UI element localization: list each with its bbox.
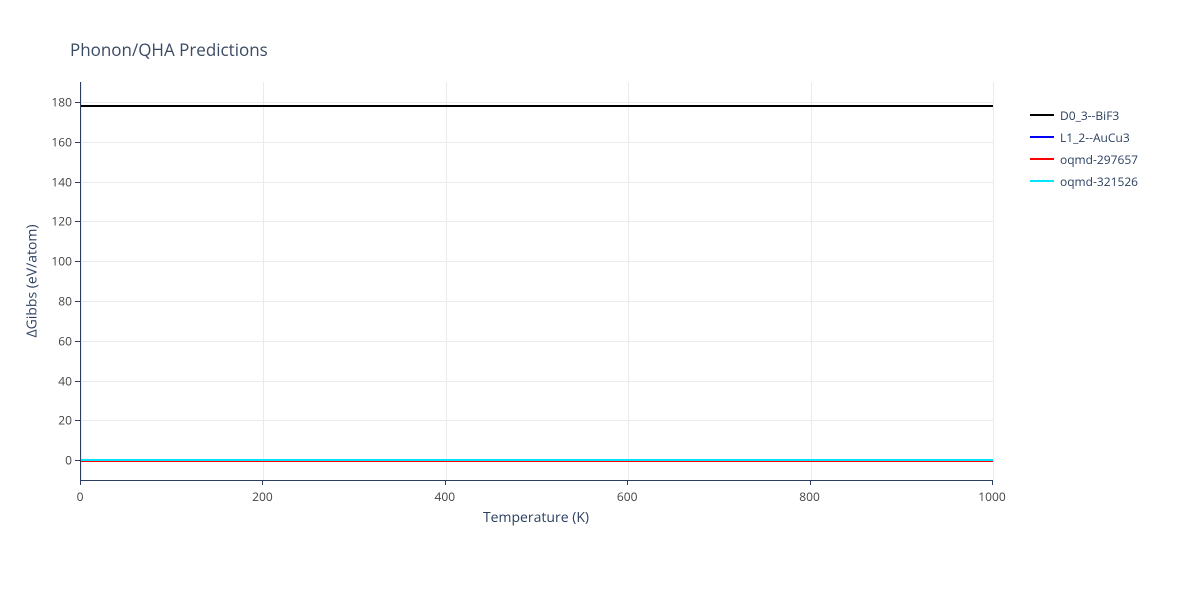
chart-container: Phonon/QHA Predictions Temperature (K) Δ…: [0, 0, 1200, 600]
y-tick-mark: [75, 381, 80, 382]
y-tick-mark: [75, 142, 80, 143]
legend-swatch: [1030, 158, 1054, 160]
y-tick-label: 100: [51, 253, 72, 270]
series-line-d0_3_bif3: [81, 105, 993, 107]
legend: D0_3--BiF3 L1_2--AuCu3 oqmd-297657 oqmd-321…: [1030, 106, 1138, 194]
y-tick-label: 40: [58, 372, 72, 389]
y-gridline: [81, 341, 993, 342]
x-tick-label: 1000: [978, 488, 1005, 505]
y-gridline: [81, 182, 993, 183]
y-gridline: [81, 381, 993, 382]
x-gridline: [993, 82, 994, 480]
y-tick-mark: [75, 102, 80, 103]
legend-item-l1_2_aucu3[interactable]: L1_2--AuCu3: [1030, 128, 1138, 146]
legend-label: oqmd-297657: [1060, 151, 1138, 168]
y-axis-label: ΔGibbs (eV/atom): [23, 224, 42, 337]
y-tick-label: 180: [51, 93, 72, 110]
y-tick-label: 20: [58, 412, 72, 429]
y-tick-label: 60: [58, 332, 72, 349]
legend-item-d0_3_bif3[interactable]: D0_3--BiF3: [1030, 106, 1138, 124]
legend-swatch: [1030, 180, 1054, 182]
y-gridline: [81, 420, 993, 421]
y-gridline: [81, 301, 993, 302]
y-tick-mark: [75, 182, 80, 183]
x-tick-mark: [992, 480, 993, 485]
x-tick-label: 0: [77, 488, 84, 505]
y-tick-mark: [75, 420, 80, 421]
y-tick-label: 140: [51, 173, 72, 190]
x-tick-mark: [262, 480, 263, 485]
legend-item-oqmd_321526[interactable]: oqmd-321526: [1030, 172, 1138, 190]
x-tick-label: 800: [799, 488, 820, 505]
x-tick-mark: [445, 480, 446, 485]
y-gridline: [81, 261, 993, 262]
y-tick-label: 160: [51, 133, 72, 150]
y-tick-mark: [75, 301, 80, 302]
legend-label: D0_3--BiF3: [1060, 107, 1119, 124]
x-tick-mark: [627, 480, 628, 485]
legend-item-oqmd_297657[interactable]: oqmd-297657: [1030, 150, 1138, 168]
x-tick-mark: [80, 480, 81, 485]
legend-swatch: [1030, 136, 1054, 138]
x-tick-mark: [810, 480, 811, 485]
legend-label: oqmd-321526: [1060, 173, 1138, 190]
series-line-oqmd_321526: [81, 459, 993, 461]
x-tick-label: 200: [252, 488, 273, 505]
legend-swatch: [1030, 114, 1054, 116]
y-gridline: [81, 221, 993, 222]
x-tick-label: 600: [617, 488, 638, 505]
y-tick-label: 80: [58, 292, 72, 309]
y-tick-label: 0: [65, 452, 72, 469]
x-tick-label: 400: [435, 488, 456, 505]
y-tick-mark: [75, 261, 80, 262]
y-gridline: [81, 102, 993, 103]
y-tick-label: 120: [51, 213, 72, 230]
y-tick-mark: [75, 341, 80, 342]
y-tick-mark: [75, 460, 80, 461]
y-gridline: [81, 142, 993, 143]
legend-label: L1_2--AuCu3: [1060, 129, 1130, 146]
chart-title: Phonon/QHA Predictions: [70, 38, 268, 61]
x-axis-label: Temperature (K): [483, 508, 589, 527]
y-tick-mark: [75, 221, 80, 222]
plot-area: [80, 82, 993, 481]
